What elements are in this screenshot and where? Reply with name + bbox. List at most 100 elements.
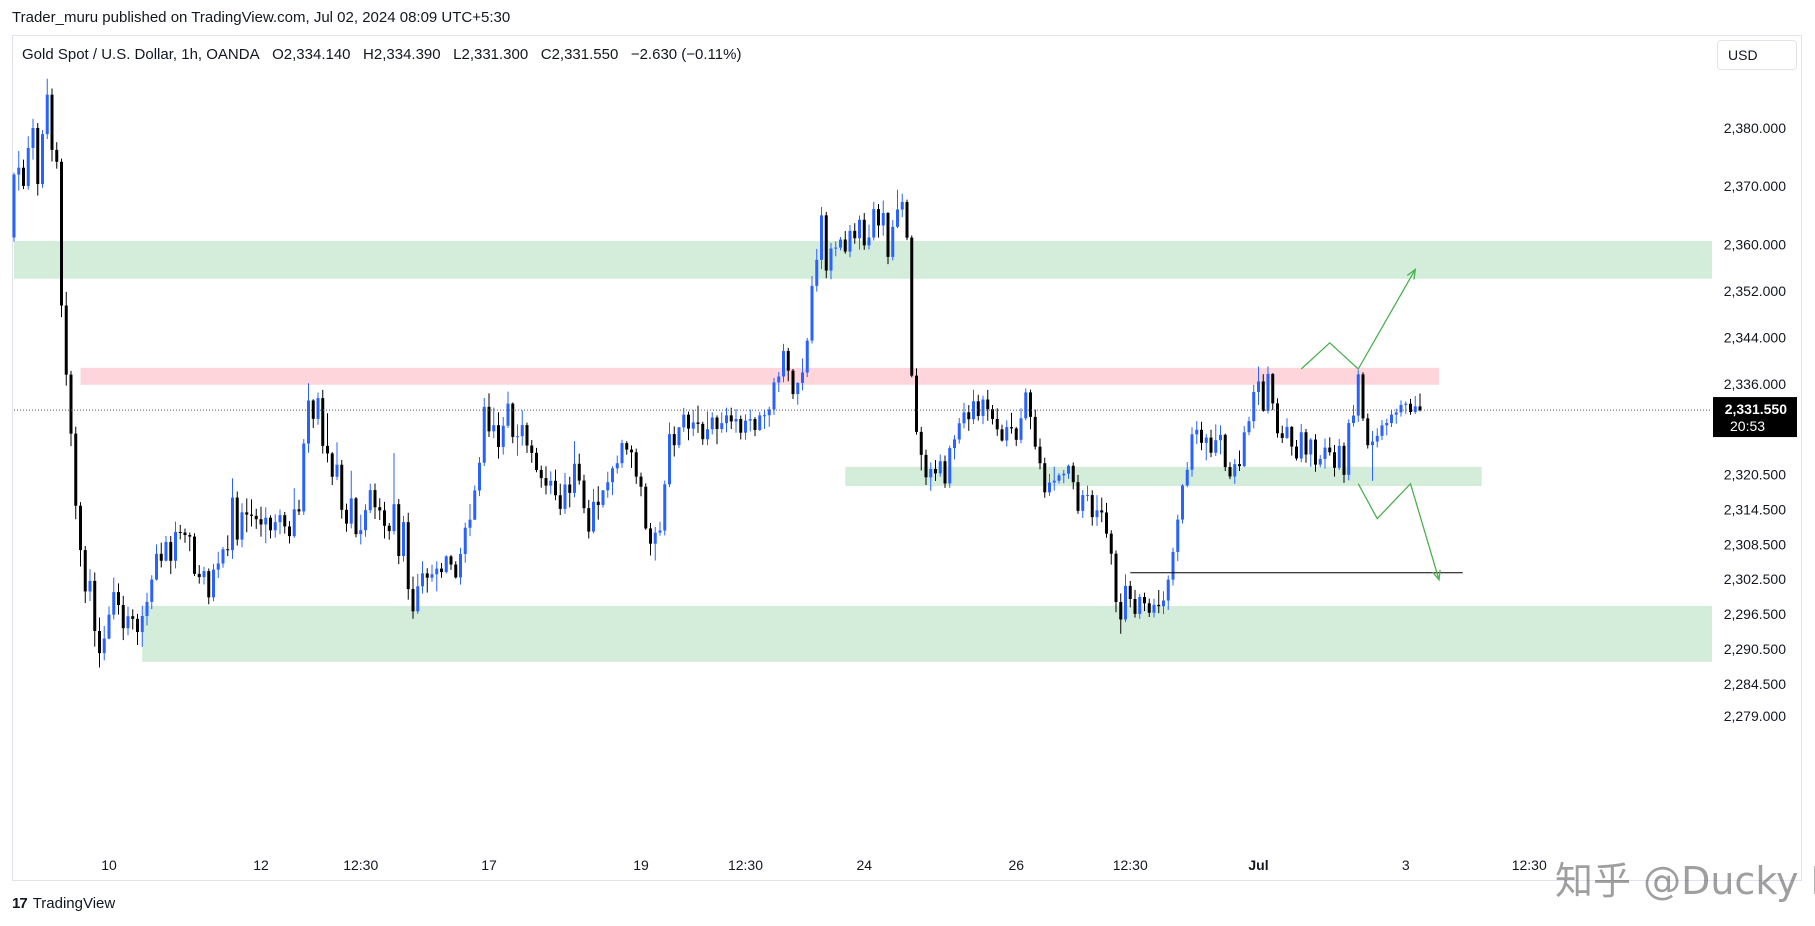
candle-body bbox=[349, 498, 353, 524]
candle-body bbox=[1356, 374, 1360, 416]
candle-body bbox=[611, 468, 614, 483]
candle-body bbox=[1342, 445, 1346, 475]
candle-body bbox=[801, 372, 804, 383]
candle-body bbox=[269, 517, 272, 531]
candle-body bbox=[454, 564, 458, 578]
ohlc-change: −2.630 (−0.11%) bbox=[630, 46, 742, 63]
candle-body bbox=[1190, 434, 1194, 470]
candle-body bbox=[482, 406, 486, 463]
candle-body bbox=[858, 219, 861, 239]
candle-body bbox=[50, 94, 54, 150]
candle-body bbox=[976, 401, 980, 416]
candle-body bbox=[406, 522, 410, 590]
candle-body bbox=[1143, 597, 1146, 604]
candle-body bbox=[639, 476, 643, 487]
x-tick-label: 17 bbox=[481, 857, 497, 873]
candle-body bbox=[98, 631, 101, 654]
y-tick-label: 2,314.500 bbox=[1724, 501, 1786, 517]
candle-body bbox=[934, 469, 937, 474]
candle-body bbox=[69, 374, 73, 434]
candle-body bbox=[1119, 602, 1123, 620]
candle-body bbox=[297, 509, 301, 512]
candle-body bbox=[425, 573, 429, 578]
candle-body bbox=[41, 134, 44, 185]
candle-body bbox=[1014, 428, 1018, 440]
candle-body bbox=[354, 498, 358, 535]
tradingview-brand-name: TradingView bbox=[32, 895, 116, 912]
candle-body bbox=[791, 370, 795, 395]
candle-body bbox=[1413, 406, 1417, 412]
candle-body bbox=[107, 614, 111, 639]
ohlc-open: O2,334.140 bbox=[272, 46, 351, 63]
candle-body bbox=[663, 484, 667, 531]
candle-body bbox=[174, 532, 177, 561]
tradingview-logo-icon: 17 bbox=[12, 895, 28, 912]
candle-body bbox=[335, 464, 339, 477]
y-tick-label: 2,279.000 bbox=[1724, 708, 1786, 724]
candle-body bbox=[1337, 445, 1341, 468]
candle-body bbox=[64, 305, 68, 375]
candle-body bbox=[744, 420, 747, 433]
candle-body bbox=[1223, 434, 1227, 468]
candle-body bbox=[254, 515, 258, 520]
x-tick-label: 12:30 bbox=[728, 857, 763, 873]
candle-body bbox=[1152, 604, 1156, 613]
candle-body bbox=[102, 638, 106, 654]
y-tick-label: 2,352.000 bbox=[1724, 283, 1786, 299]
candle-body bbox=[672, 434, 676, 446]
x-tick-label: 12:30 bbox=[1113, 857, 1148, 873]
candle-body bbox=[207, 571, 211, 598]
candle-body bbox=[520, 425, 524, 437]
tradingview-branding[interactable]: 17 TradingView bbox=[12, 895, 115, 912]
candle-body bbox=[226, 549, 230, 551]
candle-body bbox=[696, 422, 700, 424]
candle-body bbox=[1209, 437, 1213, 453]
support-zone-0 bbox=[14, 240, 1712, 279]
candle-body bbox=[487, 406, 491, 432]
candle-body bbox=[706, 429, 709, 440]
candle-body bbox=[188, 535, 192, 537]
candle-body bbox=[544, 478, 548, 486]
candle-body bbox=[1328, 447, 1332, 453]
y-tick-label: 2,302.500 bbox=[1724, 571, 1786, 587]
candle-body bbox=[1333, 452, 1336, 468]
currency-selector[interactable]: USD bbox=[1717, 40, 1797, 70]
candle-body bbox=[183, 532, 187, 536]
candle-body bbox=[606, 482, 610, 491]
candle-body bbox=[592, 501, 595, 532]
x-tick-label: 3 bbox=[1402, 857, 1410, 873]
candle-body bbox=[962, 412, 966, 424]
last-price-label-box bbox=[1713, 397, 1797, 438]
x-tick-label: 19 bbox=[633, 857, 649, 873]
candle-body bbox=[1375, 435, 1379, 442]
bearish-arrowhead-icon bbox=[1432, 569, 1441, 582]
x-tick-label: 12 bbox=[253, 857, 269, 873]
candle-body bbox=[938, 461, 942, 474]
candle-body bbox=[1371, 441, 1374, 446]
candle-body bbox=[145, 601, 149, 616]
candle-body bbox=[22, 167, 25, 186]
candle-body bbox=[877, 209, 880, 226]
candle-body bbox=[45, 94, 49, 135]
candle-body bbox=[1033, 416, 1037, 447]
candle-body bbox=[786, 350, 790, 371]
candle-body bbox=[1280, 433, 1284, 438]
candle-body bbox=[853, 230, 857, 239]
bullish-arrowhead-icon bbox=[1406, 268, 1417, 280]
candle-body bbox=[459, 554, 462, 578]
candle-body bbox=[1238, 464, 1241, 467]
candle-body bbox=[117, 592, 120, 606]
candle-body bbox=[245, 512, 249, 515]
candle-body bbox=[516, 436, 519, 438]
symbol-name[interactable]: Gold Spot / U.S. Dollar, 1h, OANDA bbox=[22, 46, 260, 63]
candle-body bbox=[307, 400, 310, 444]
candle-body bbox=[178, 532, 182, 534]
candle-body bbox=[900, 201, 904, 210]
candle-body bbox=[748, 419, 752, 421]
ohlc-low: L2,331.300 bbox=[453, 46, 529, 63]
candle-body bbox=[150, 579, 154, 602]
candle-body bbox=[1090, 495, 1094, 518]
candle-body bbox=[1048, 482, 1051, 493]
candle-body bbox=[1399, 404, 1403, 413]
